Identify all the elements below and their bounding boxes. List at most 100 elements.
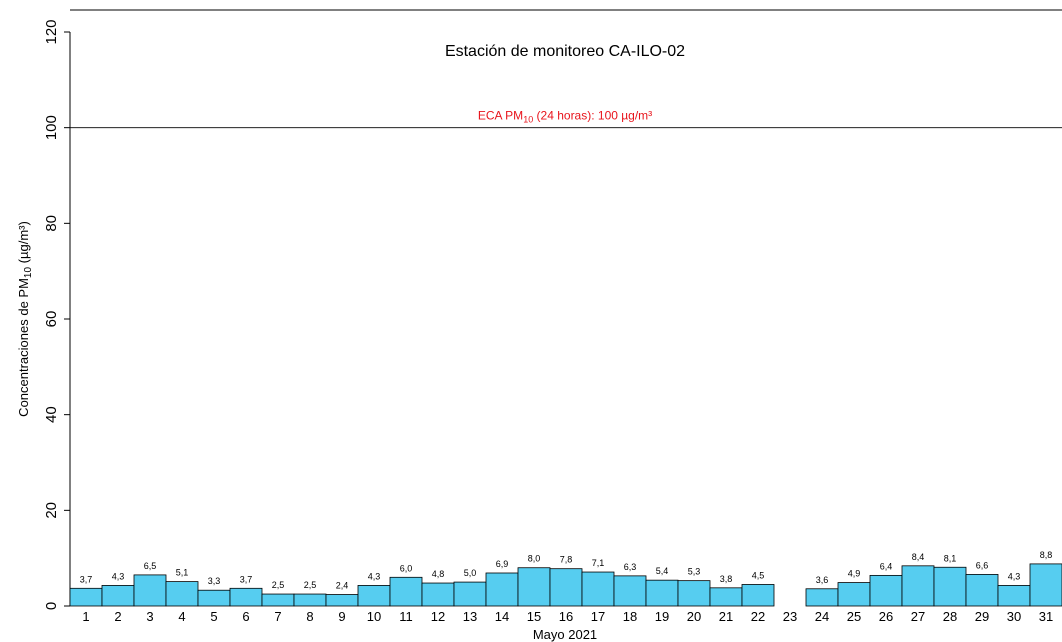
bar <box>453 581 487 607</box>
x-tick-label: 23 <box>783 609 797 624</box>
x-tick-label: 13 <box>463 609 477 624</box>
value-label: 3,8 <box>720 574 733 584</box>
x-tick-label: 18 <box>623 609 637 624</box>
x-tick-label: 2 <box>114 609 121 624</box>
bar <box>837 582 871 607</box>
bar <box>261 593 295 607</box>
bar <box>485 572 519 607</box>
reference-label: ECA PM10 (24 horas): 100 µg/m³ <box>478 109 652 125</box>
x-tick-label: 16 <box>559 609 573 624</box>
bar <box>869 574 903 607</box>
value-label: 6,6 <box>976 560 989 570</box>
x-tick-label: 19 <box>655 609 669 624</box>
x-tick-label: 22 <box>751 609 765 624</box>
y-tick-label: 40 <box>43 406 60 423</box>
bar <box>901 565 935 607</box>
x-tick-label: 28 <box>943 609 957 624</box>
value-label: 3,7 <box>80 574 93 584</box>
y-label-text: Concentraciones de PM <box>16 278 31 417</box>
value-label: 4,3 <box>368 571 381 581</box>
x-axis-label: Mayo 2021 <box>533 627 597 642</box>
bar <box>101 585 135 607</box>
x-tick-label: 3 <box>146 609 153 624</box>
bar <box>389 576 423 607</box>
y-axis-label: Concentraciones de PM10 (µg/m³) <box>16 221 34 417</box>
value-label: 4,9 <box>848 569 861 579</box>
value-label: 4,5 <box>752 570 765 580</box>
bar <box>197 589 231 607</box>
x-tick-label: 24 <box>815 609 829 624</box>
y-tick-label: 120 <box>43 19 60 44</box>
value-label: 8,1 <box>944 553 957 563</box>
bar <box>325 594 359 607</box>
reference-rest: (24 horas): 100 µg/m³ <box>533 109 652 123</box>
bar <box>741 584 775 607</box>
bar <box>645 579 679 607</box>
value-label: 3,3 <box>208 576 221 586</box>
bar <box>1029 563 1062 607</box>
x-tick-label: 4 <box>178 609 185 624</box>
x-tick-label: 29 <box>975 609 989 624</box>
y-label-sub: 10 <box>23 267 34 279</box>
value-label: 8,8 <box>1040 550 1053 560</box>
bar <box>229 587 263 607</box>
value-label: 4,3 <box>112 571 125 581</box>
y-tick-label: 100 <box>43 115 60 140</box>
bar <box>677 580 711 607</box>
x-tick-label: 21 <box>719 609 733 624</box>
y-tick-label: 60 <box>43 311 60 328</box>
y-tick-label: 0 <box>43 602 60 610</box>
x-tick-label: 12 <box>431 609 445 624</box>
bar <box>709 587 743 607</box>
value-label: 7,8 <box>560 555 573 565</box>
value-label: 5,4 <box>656 566 669 576</box>
value-label: 8,4 <box>912 552 925 562</box>
x-tick-label: 5 <box>210 609 217 624</box>
value-label: 2,4 <box>336 581 349 591</box>
bar <box>805 588 839 607</box>
x-tick-label: 8 <box>306 609 313 624</box>
bar <box>933 566 967 607</box>
x-tick-label: 11 <box>399 609 413 624</box>
bar <box>293 593 327 607</box>
bar <box>517 567 551 607</box>
bar <box>69 587 103 607</box>
value-label: 5,0 <box>464 568 477 578</box>
value-label: 8,0 <box>528 554 541 564</box>
x-tick-label: 14 <box>495 609 509 624</box>
x-tick-label: 26 <box>879 609 893 624</box>
reference-text: ECA PM <box>478 109 523 123</box>
x-tick-label: 9 <box>338 609 345 624</box>
bar <box>997 585 1031 607</box>
value-label: 6,3 <box>624 562 637 572</box>
y-tick-label: 20 <box>43 502 60 519</box>
x-tick-label: 7 <box>274 609 281 624</box>
bar <box>165 581 199 607</box>
x-tick-label: 20 <box>687 609 701 624</box>
x-tick-label: 1 <box>82 609 89 624</box>
bar <box>965 574 999 607</box>
bar <box>357 585 391 607</box>
x-tick-label: 27 <box>911 609 925 624</box>
bar <box>613 575 647 607</box>
value-label: 5,1 <box>176 568 189 578</box>
value-label: 7,1 <box>592 558 605 568</box>
x-tick-label: 17 <box>591 609 605 624</box>
x-tick-label: 30 <box>1007 609 1021 624</box>
bar <box>549 568 583 607</box>
chart-title: Estación de monitoreo CA-ILO-02 <box>445 43 685 60</box>
value-label: 6,5 <box>144 561 157 571</box>
value-label: 3,7 <box>240 574 253 584</box>
value-label: 4,8 <box>432 569 445 579</box>
x-tick-label: 25 <box>847 609 861 624</box>
bar <box>133 574 167 607</box>
reference-sub: 10 <box>523 115 533 125</box>
bar <box>421 582 455 607</box>
x-tick-label: 10 <box>367 609 381 624</box>
x-tick-label: 15 <box>527 609 541 624</box>
x-tick-label: 6 <box>242 609 249 624</box>
x-tick-label: 31 <box>1039 609 1053 624</box>
value-label: 6,0 <box>400 563 413 573</box>
